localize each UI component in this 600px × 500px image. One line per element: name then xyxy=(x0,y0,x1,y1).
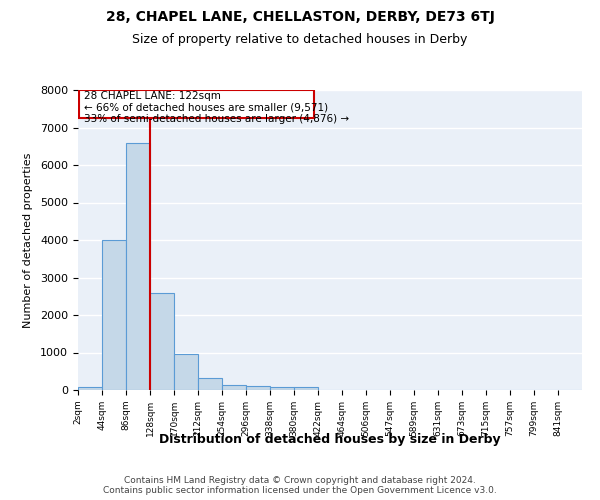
Bar xyxy=(270,387,294,390)
Y-axis label: Number of detached properties: Number of detached properties xyxy=(23,152,33,328)
FancyBboxPatch shape xyxy=(79,90,314,118)
Text: 28, CHAPEL LANE, CHELLASTON, DERBY, DE73 6TJ: 28, CHAPEL LANE, CHELLASTON, DERBY, DE73… xyxy=(106,10,494,24)
Bar xyxy=(150,292,174,390)
Bar xyxy=(78,387,102,390)
Bar xyxy=(294,387,318,390)
Text: Contains HM Land Registry data © Crown copyright and database right 2024.
Contai: Contains HM Land Registry data © Crown c… xyxy=(103,476,497,495)
Bar xyxy=(246,386,270,390)
Text: Distribution of detached houses by size in Derby: Distribution of detached houses by size … xyxy=(159,432,501,446)
Text: 28 CHAPEL LANE: 122sqm
← 66% of detached houses are smaller (9,571)
33% of semi-: 28 CHAPEL LANE: 122sqm ← 66% of detached… xyxy=(84,91,349,124)
Bar xyxy=(126,142,150,390)
Bar xyxy=(102,240,126,390)
Text: Size of property relative to detached houses in Derby: Size of property relative to detached ho… xyxy=(133,32,467,46)
Bar xyxy=(174,354,198,390)
Bar xyxy=(222,385,246,390)
Bar xyxy=(198,378,222,390)
